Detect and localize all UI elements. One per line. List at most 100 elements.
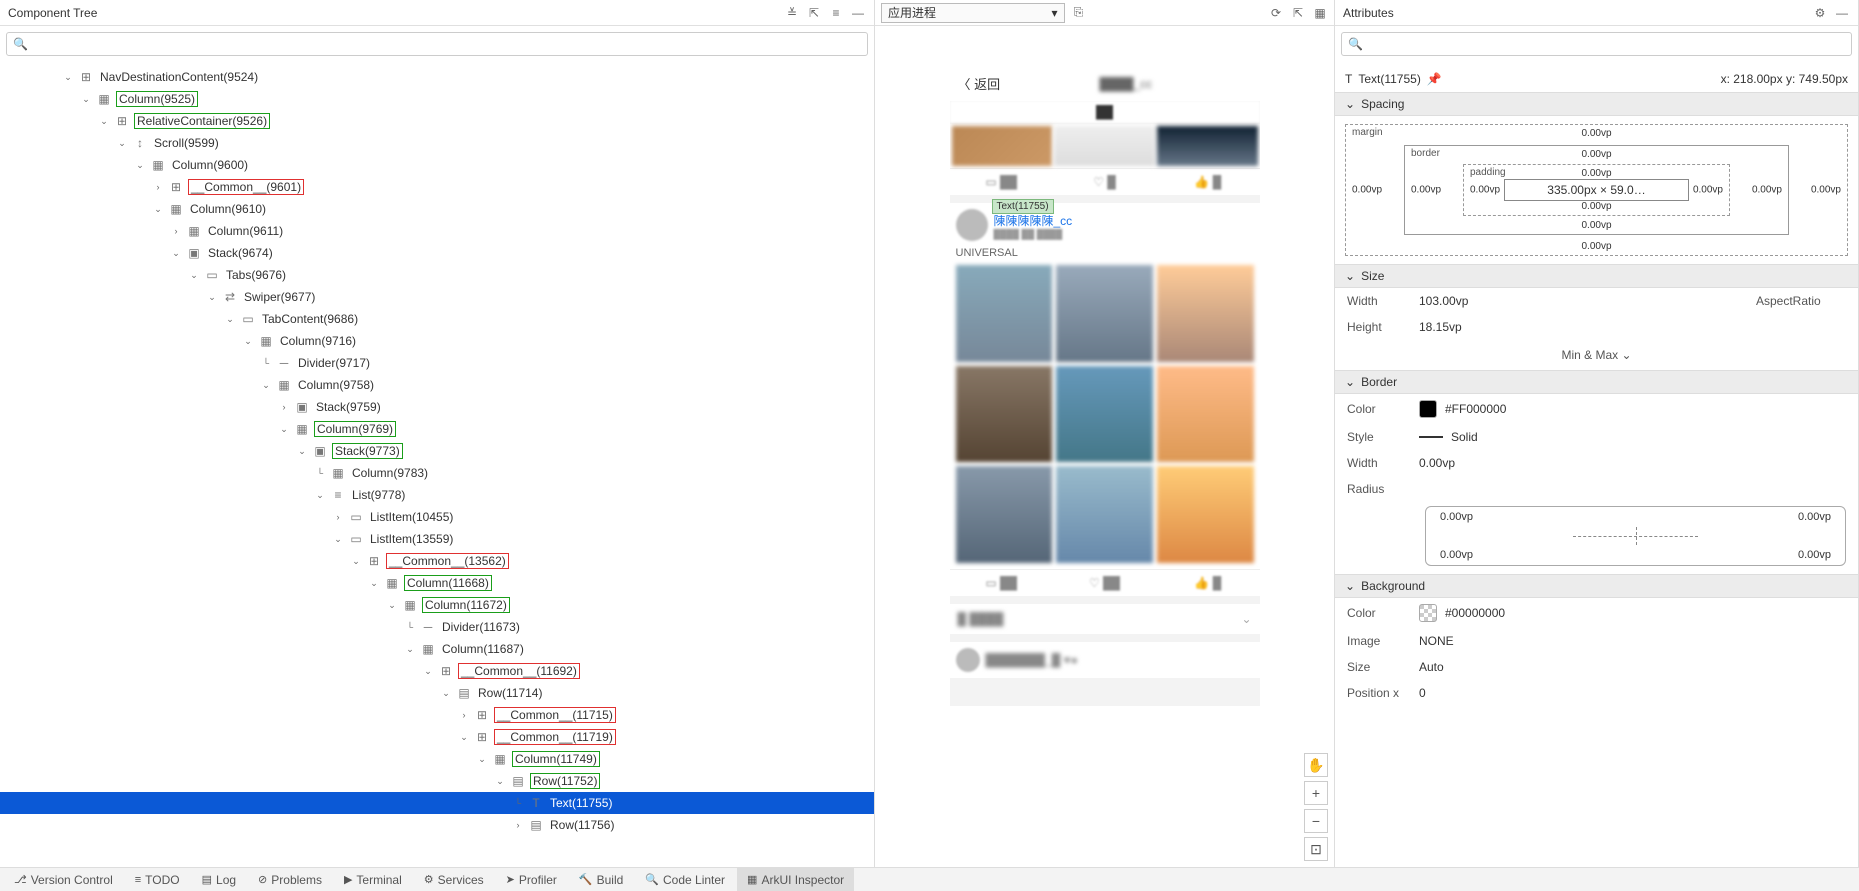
expand-icon[interactable]: ⌄ — [494, 776, 506, 787]
expand-icon[interactable]: └ — [314, 468, 326, 478]
expand-icon[interactable]: ⌄ — [386, 600, 398, 611]
tree-node[interactable]: ›▤Row(11756) — [0, 814, 874, 836]
minimize-icon[interactable]: — — [1834, 5, 1850, 21]
expand-icon[interactable]: ⌄ — [296, 446, 308, 457]
expand-icon[interactable]: ⌄ — [206, 292, 218, 303]
zoom-in[interactable]: + — [1304, 781, 1328, 805]
tree-node[interactable]: ›⊞__Common__(9601) — [0, 176, 874, 198]
pan-tool[interactable]: ✋ — [1304, 753, 1328, 777]
tree-node[interactable]: ⌄⊞__Common__(11692) — [0, 660, 874, 682]
tree-node[interactable]: ›⊞__Common__(11715) — [0, 704, 874, 726]
bottom-tab[interactable]: ▦ArkUI Inspector — [737, 868, 854, 891]
expand-icon[interactable]: ⌄ — [224, 314, 236, 325]
tree-search-input[interactable] — [32, 37, 861, 51]
expand-icon[interactable]: › — [278, 402, 290, 412]
expand-icon[interactable]: ⌄ — [134, 160, 146, 171]
tree-node[interactable]: ⌄▣Stack(9674) — [0, 242, 874, 264]
tree-node[interactable]: ⌄▦Column(9758) — [0, 374, 874, 396]
expand-icon[interactable]: ⌄ — [62, 72, 74, 83]
tree-node[interactable]: ⌄≡List(9778) — [0, 484, 874, 506]
color-swatch[interactable] — [1419, 604, 1437, 622]
bottom-tab[interactable]: 🔍Code Linter — [635, 868, 735, 891]
tree-node[interactable]: ⌄▦Column(11672) — [0, 594, 874, 616]
tree-node[interactable]: ⌄↕Scroll(9599) — [0, 132, 874, 154]
collapse-icon[interactable]: ⇱ — [806, 5, 822, 21]
tree-node[interactable]: ⌄▦Column(11668) — [0, 572, 874, 594]
pin-icon[interactable]: 📌 — [1427, 72, 1442, 86]
expand-icon[interactable]: ⌄ — [440, 688, 452, 699]
expand-icon[interactable]: ⌄ — [242, 336, 254, 347]
tree-node[interactable]: ⌄▭Tabs(9676) — [0, 264, 874, 286]
tree-node[interactable]: └TText(11755) — [0, 792, 874, 814]
tree-node[interactable]: ⌄⊞RelativeContainer(9526) — [0, 110, 874, 132]
grid-icon[interactable]: ▦ — [1312, 5, 1328, 21]
bottom-tab[interactable]: ➤Profiler — [496, 868, 567, 891]
border-section[interactable]: ⌄Border — [1335, 370, 1858, 394]
bottom-tab[interactable]: ⚙Services — [414, 868, 494, 891]
bottom-tab[interactable]: ⎇Version Control — [4, 868, 123, 891]
filter-icon[interactable]: ≚ — [784, 5, 800, 21]
expand-icon[interactable]: ⌄ — [314, 490, 326, 501]
tree-node[interactable]: ⌄▭TabContent(9686) — [0, 308, 874, 330]
bottom-tab[interactable]: ≡TODO — [125, 868, 190, 891]
expand-icon[interactable]: ⌄ — [404, 644, 416, 655]
tree-node[interactable]: ›▦Column(9611) — [0, 220, 874, 242]
expand-icon[interactable]: ⌄ — [350, 556, 362, 567]
expand-icon[interactable]: ⌄ — [332, 534, 344, 545]
tree-node[interactable]: ⌄▦Column(11687) — [0, 638, 874, 660]
expand-icon[interactable]: › — [170, 226, 182, 236]
tree-search[interactable]: 🔍 — [6, 32, 868, 56]
tree-node[interactable]: ⌄▦Column(9716) — [0, 330, 874, 352]
expand-icon[interactable]: ⌄ — [152, 204, 164, 215]
tree-node[interactable]: ⌄▦Column(9610) — [0, 198, 874, 220]
tree-node[interactable]: ⌄⇄Swiper(9677) — [0, 286, 874, 308]
tree-node[interactable]: └─Divider(9717) — [0, 352, 874, 374]
color-swatch[interactable] — [1419, 400, 1437, 418]
tree-node[interactable]: ⌄▦Column(9769) — [0, 418, 874, 440]
attributes-search-input[interactable] — [1367, 37, 1845, 51]
tree-node[interactable]: ⌄▭ListItem(13559) — [0, 528, 874, 550]
tree-node[interactable]: ⌄⊞NavDestinationContent(9524) — [0, 66, 874, 88]
tree-node[interactable]: └▦Column(9783) — [0, 462, 874, 484]
app-process-select[interactable]: 应用进程 ▾ — [881, 3, 1065, 23]
tree-node[interactable]: ⌄▦Column(9525) — [0, 88, 874, 110]
expand-icon[interactable]: ⌄ — [260, 380, 272, 391]
tree-node[interactable]: └─Divider(11673) — [0, 616, 874, 638]
zoom-out[interactable]: − — [1304, 809, 1328, 833]
tree-node[interactable]: ⌄▣Stack(9773) — [0, 440, 874, 462]
spacing-section[interactable]: ⌄Spacing — [1335, 92, 1858, 116]
list-icon[interactable]: ≡ — [828, 5, 844, 21]
expand-icon[interactable]: › — [332, 512, 344, 522]
tree-node[interactable]: ⌄▦Column(9600) — [0, 154, 874, 176]
expand-icon[interactable]: ⌄ — [458, 732, 470, 743]
device-preview[interactable]: 〈 返回 ████_cc ██ ▭ ██♡ █👍 █ Text(11755) 陳… — [875, 26, 1334, 867]
expand-icon[interactable]: └ — [512, 798, 524, 808]
expand-icon[interactable]: › — [458, 710, 470, 720]
tree-node[interactable]: ⌄▦Column(11749) — [0, 748, 874, 770]
snapshot-icon[interactable]: ⇱ — [1290, 5, 1306, 21]
expand-icon[interactable]: › — [152, 182, 164, 192]
tree-node[interactable]: ›▣Stack(9759) — [0, 396, 874, 418]
refresh-icon[interactable]: ⟳ — [1268, 5, 1284, 21]
expand-icon[interactable]: ⌄ — [116, 138, 128, 149]
expand-icon[interactable]: ⌄ — [422, 666, 434, 677]
expand-icon[interactable]: ⌄ — [98, 116, 110, 127]
tree-node[interactable]: ⌄⊞__Common__(11719) — [0, 726, 874, 748]
expand-icon[interactable]: ⌄ — [476, 754, 488, 765]
gear-icon[interactable]: ⚙ — [1812, 5, 1828, 21]
tree-node[interactable]: ⌄⊞__Common__(13562) — [0, 550, 874, 572]
minmax-toggle[interactable]: Min & Max ⌄ — [1335, 340, 1858, 370]
expand-icon[interactable]: ⌄ — [278, 424, 290, 435]
tree-node[interactable]: ›▭ListItem(10455) — [0, 506, 874, 528]
expand-icon[interactable]: ⌄ — [368, 578, 380, 589]
minimize-icon[interactable]: — — [850, 5, 866, 21]
expand-icon[interactable]: ⌄ — [170, 248, 182, 259]
expand-icon[interactable]: ⌄ — [188, 270, 200, 281]
bottom-tab[interactable]: 🔨Build — [569, 868, 633, 891]
bottom-tab[interactable]: ▶Terminal — [334, 868, 412, 891]
tree-node[interactable]: ⌄▤Row(11714) — [0, 682, 874, 704]
bottom-tab[interactable]: ▤Log — [192, 868, 246, 891]
component-tree[interactable]: ⌄⊞NavDestinationContent(9524)⌄▦Column(95… — [0, 62, 874, 867]
tree-node[interactable]: ⌄▤Row(11752) — [0, 770, 874, 792]
expand-icon[interactable]: └ — [404, 622, 416, 632]
